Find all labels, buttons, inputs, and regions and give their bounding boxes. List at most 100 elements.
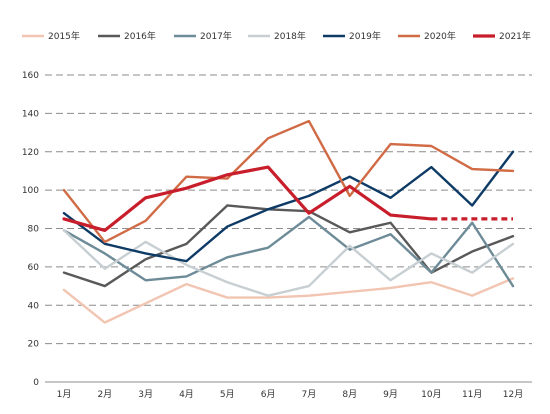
x-tick-label: 7月 xyxy=(302,389,317,400)
data-point xyxy=(144,279,146,281)
series-2017年 xyxy=(62,215,515,288)
x-tick-label: 9月 xyxy=(383,389,398,400)
data-point xyxy=(144,302,146,304)
legend-label: 2020年 xyxy=(424,30,456,42)
data-point xyxy=(430,218,432,220)
data-point xyxy=(144,252,146,254)
data-point xyxy=(308,120,310,122)
x-tick-label: 5月 xyxy=(220,389,235,400)
data-point xyxy=(226,204,228,206)
x-tick-label: 10月 xyxy=(421,389,441,400)
data-point xyxy=(226,225,228,227)
data-point xyxy=(512,243,514,245)
data-point xyxy=(349,185,351,187)
data-point xyxy=(267,137,269,139)
data-point xyxy=(430,252,432,254)
data-point xyxy=(389,222,391,224)
data-point xyxy=(349,248,351,250)
data-point xyxy=(512,285,514,287)
data-point xyxy=(308,216,310,218)
x-tick-label: 6月 xyxy=(261,389,276,400)
data-point xyxy=(512,235,514,237)
data-point xyxy=(267,294,269,296)
data-point xyxy=(63,289,65,291)
data-point xyxy=(144,241,146,243)
series-2015年 xyxy=(62,277,515,324)
data-point xyxy=(63,218,65,220)
data-point xyxy=(389,197,391,199)
data-point xyxy=(144,220,146,222)
data-point xyxy=(512,170,514,172)
data-point xyxy=(267,208,269,210)
x-tick-label: 12月 xyxy=(503,389,523,400)
data-point xyxy=(104,321,106,323)
data-point xyxy=(226,177,228,179)
legend-label: 2018年 xyxy=(274,30,306,42)
legend: 2015年 2016年 2017年 2018年 2019年 2020年 2021年 xyxy=(22,30,531,42)
data-point xyxy=(185,187,187,189)
x-tick-label: 4月 xyxy=(179,389,194,400)
data-point xyxy=(471,250,473,252)
data-point xyxy=(430,281,432,283)
series-line xyxy=(62,150,515,263)
series-2018年 xyxy=(62,229,515,297)
data-point xyxy=(308,212,310,214)
data-point xyxy=(267,246,269,248)
data-point xyxy=(389,143,391,145)
y-tick-label: 40 xyxy=(28,301,40,311)
data-point xyxy=(144,197,146,199)
series-line-solid xyxy=(62,165,433,233)
data-point xyxy=(63,271,65,273)
series-line xyxy=(62,215,515,288)
data-point xyxy=(389,214,391,216)
data-point xyxy=(63,229,65,231)
x-tick-label: 11月 xyxy=(462,389,482,400)
y-tick-label: 80 xyxy=(28,225,40,235)
data-point xyxy=(104,285,106,287)
data-point xyxy=(471,222,473,224)
legend-label: 2016年 xyxy=(124,30,156,42)
data-point xyxy=(104,229,106,231)
data-point xyxy=(104,241,106,243)
data-point xyxy=(226,256,228,258)
series-line xyxy=(62,229,515,297)
y-tick-label: 140 xyxy=(22,109,39,119)
x-tick-label: 2月 xyxy=(97,389,112,400)
data-point xyxy=(308,294,310,296)
y-tick-label: 160 xyxy=(22,71,39,81)
data-point xyxy=(308,285,310,287)
data-point xyxy=(471,204,473,206)
data-point xyxy=(512,277,514,279)
data-point xyxy=(512,218,514,220)
data-point xyxy=(471,271,473,273)
legend-label: 2019年 xyxy=(349,30,381,42)
x-tick-label: 8月 xyxy=(342,389,357,400)
data-point xyxy=(63,212,65,214)
data-point xyxy=(185,275,187,277)
data-point xyxy=(349,175,351,177)
data-point xyxy=(389,287,391,289)
data-point xyxy=(349,195,351,197)
y-tick-label: 0 xyxy=(33,378,39,388)
y-tick-label: 100 xyxy=(22,186,39,196)
data-point xyxy=(144,258,146,260)
data-point xyxy=(185,175,187,177)
legend-label: 2015年 xyxy=(48,30,80,42)
data-point xyxy=(63,189,65,191)
data-point xyxy=(226,296,228,298)
data-point xyxy=(430,145,432,147)
data-point xyxy=(104,268,106,270)
data-point xyxy=(185,243,187,245)
data-point xyxy=(267,166,269,168)
y-tick-label: 20 xyxy=(28,340,40,350)
data-point xyxy=(389,233,391,235)
data-point xyxy=(349,245,351,247)
series-2019年 xyxy=(62,150,515,263)
data-point xyxy=(471,168,473,170)
data-point xyxy=(430,166,432,168)
data-point xyxy=(471,218,473,220)
data-point xyxy=(185,283,187,285)
series-2020年 xyxy=(62,119,515,244)
y-tick-label: 120 xyxy=(22,148,39,158)
